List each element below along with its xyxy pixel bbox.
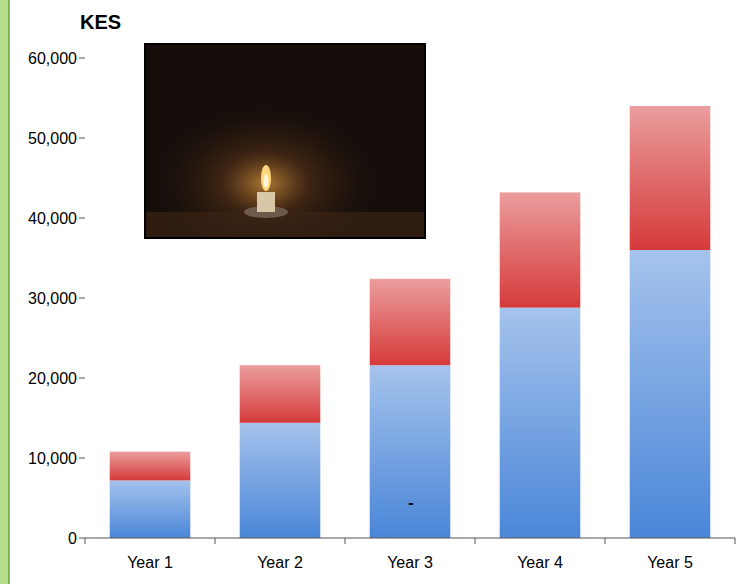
bar-segment [370,365,451,538]
y-tick [79,538,85,539]
x-axis [85,538,735,539]
annotation: - [408,494,413,511]
bar-segment [240,423,321,538]
bar-segment [110,452,191,481]
x-tick [475,538,476,544]
photo-candle [257,192,275,212]
x-tick [605,538,606,544]
y-tick-label: 10,000 [28,450,77,467]
photo-flame-core [264,174,269,188]
x-tick [345,538,346,544]
x-tick-label: Year 4 [517,554,563,571]
slide-stripe-edge [8,0,10,584]
photo-glow [146,45,424,237]
y-tick-label: 0 [68,530,77,547]
photo-frame [145,44,425,238]
chart-title: KES [80,11,121,33]
x-tick-label: Year 2 [257,554,303,571]
y-tick [79,218,85,219]
x-tick [85,538,86,544]
bars [110,106,711,538]
chart: KES 0 10,000 20,000 30,000 40,000 50,000 60,000… [0,0,747,584]
bar-segment [110,480,191,538]
y-tick [79,458,85,459]
y-tick [79,138,85,139]
x-tick [735,538,736,544]
y-tick-label: 60,000 [28,50,77,67]
y-tick-label: 30,000 [28,290,77,307]
bar-segment [630,106,711,250]
y-tick-label: 20,000 [28,370,77,387]
x-tick-label: Year 1 [127,554,173,571]
slide-stripe [0,0,9,584]
y-tick-label: 50,000 [28,130,77,147]
y-tick [79,378,85,379]
y-tick [79,298,85,299]
y-tick-label: 40,000 [28,210,77,227]
bar-segment [500,192,581,307]
photo [145,44,425,238]
y-tick [79,58,85,59]
x-tick [215,538,216,544]
x-tick-label: Year 3 [387,554,433,571]
x-tick-label: Year 5 [647,554,693,571]
photo-table [146,212,424,237]
photo-flame [261,165,271,191]
bar-segment [370,279,451,365]
bar-segment [500,308,581,538]
bar-segment [240,365,321,423]
bar-segment [630,250,711,538]
